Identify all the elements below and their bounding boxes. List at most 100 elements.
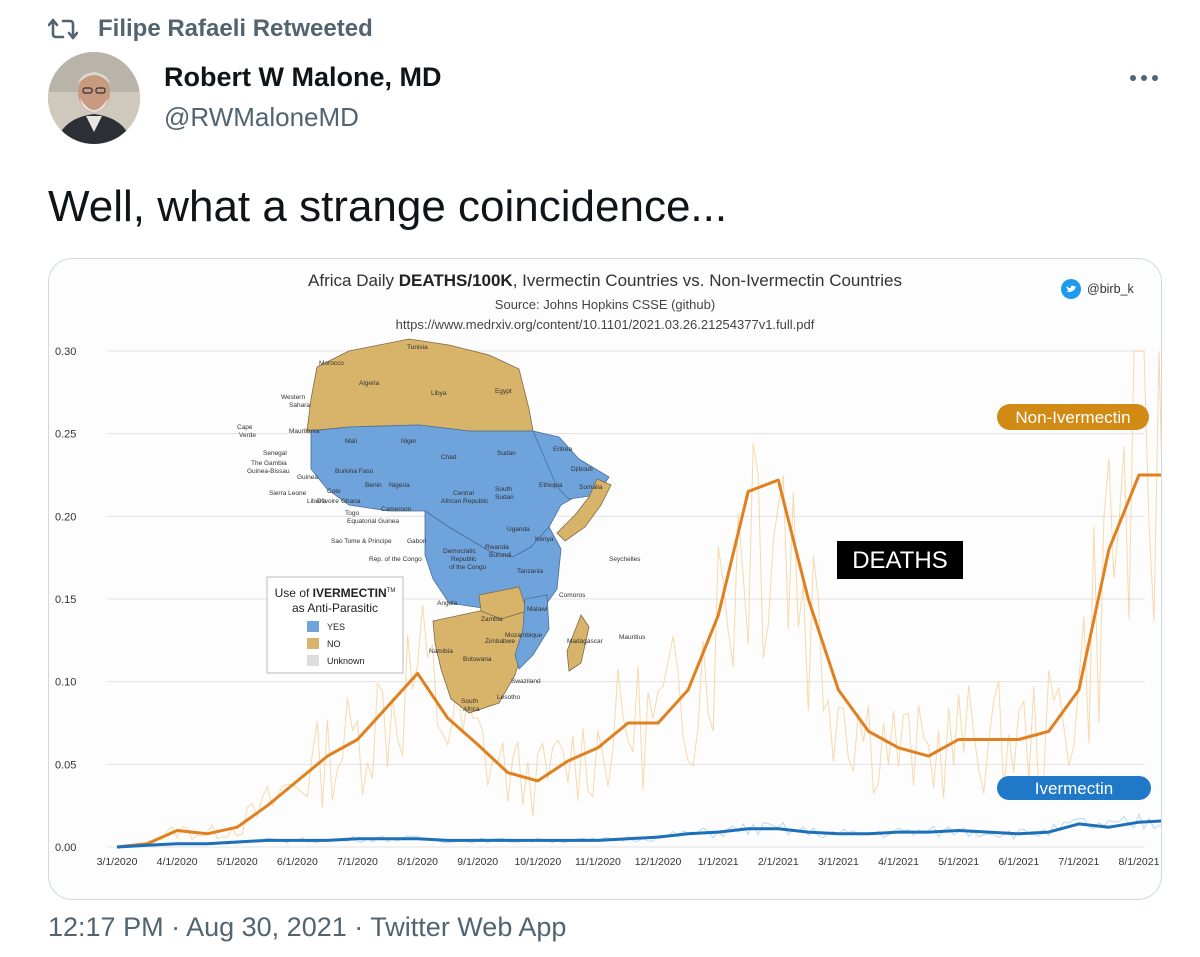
legend-no: NO — [327, 639, 341, 649]
svg-text:Ethiopia: Ethiopia — [539, 482, 563, 489]
svg-text:Burundi: Burundi — [489, 552, 511, 559]
map-legend: Use of IVERMECTINTM as Anti-Parasitic YE… — [266, 576, 404, 674]
svg-text:Zambia: Zambia — [481, 616, 503, 623]
svg-text:Botswana: Botswana — [463, 656, 492, 663]
svg-text:Chad: Chad — [441, 454, 457, 461]
chart-source: Source: Johns Hopkins CSSE (github) — [494, 297, 716, 312]
svg-text:Uganda: Uganda — [507, 526, 530, 533]
svg-text:Republic: Republic — [451, 556, 477, 563]
chart-credit: @birb_k — [1061, 279, 1134, 299]
svg-text:Sierra Leone: Sierra Leone — [269, 490, 307, 497]
svg-text:Africa: Africa — [463, 706, 480, 713]
svg-text:Guinea: Guinea — [297, 474, 318, 481]
svg-text:Verde: Verde — [239, 432, 256, 439]
svg-text:Sudan: Sudan — [495, 494, 514, 501]
svg-text:Algeria: Algeria — [359, 380, 380, 387]
author-name[interactable]: Robert W Malone, MD — [164, 62, 442, 92]
x-tick-label: 10/1/2020 — [514, 856, 561, 868]
y-axis-ticks: 0.30 0.25 0.20 0.15 0.10 0.05 0.00 — [55, 346, 76, 854]
tweet-text: Well, what a strange coincidence... — [48, 182, 728, 231]
svg-text:Nigeria: Nigeria — [389, 482, 410, 489]
tweet-date[interactable]: Aug 30, 2021 — [186, 912, 347, 942]
svg-text:The Gambia: The Gambia — [251, 460, 287, 467]
noise-ivermectin — [116, 812, 1161, 848]
svg-text:Seychelles: Seychelles — [609, 556, 641, 563]
y-tick-label: 0.00 — [55, 842, 76, 854]
x-tick-label: 3/1/2021 — [818, 856, 859, 868]
svg-text:Lesotho: Lesotho — [497, 694, 521, 701]
twitter-bird-icon — [1061, 279, 1081, 299]
noise-non-ivermectin — [116, 350, 1161, 848]
svg-text:Rwanda: Rwanda — [485, 544, 509, 551]
map-mozambique-yes — [514, 594, 550, 670]
series-line-ivermectin — [116, 819, 1161, 849]
svg-text:Gabon: Gabon — [407, 538, 427, 545]
svg-text:African Republic: African Republic — [441, 498, 489, 505]
map-north-no — [306, 338, 534, 432]
more-options-button[interactable] — [1124, 60, 1164, 96]
svg-text:Somalia: Somalia — [579, 484, 603, 491]
svg-text:Senegal: Senegal — [263, 450, 287, 457]
svg-text:Eritrea: Eritrea — [553, 446, 573, 453]
svg-text:Kenya: Kenya — [535, 536, 554, 543]
y-tick-label: 0.10 — [55, 677, 76, 689]
legend-unknown: Unknown — [327, 656, 365, 666]
x-tick-label: 3/1/2020 — [97, 856, 138, 868]
legend-swatch-yes — [307, 621, 319, 632]
credit-text: @birb_k — [1087, 282, 1134, 296]
tweet-media-image[interactable]: Africa Daily DEATHS/100K, Ivermectin Cou… — [48, 258, 1162, 900]
author-handle[interactable]: @RWMaloneMD — [164, 102, 359, 132]
y-tick-label: 0.20 — [55, 511, 76, 523]
map-madagascar-no — [566, 614, 590, 672]
avatar[interactable] — [48, 52, 140, 144]
svg-text:Mauritania: Mauritania — [289, 428, 320, 435]
svg-text:Malawi: Malawi — [527, 606, 547, 613]
x-tick-label: 7/1/2020 — [337, 856, 378, 868]
map-zambia-no — [478, 586, 528, 620]
svg-text:Non-Ivermectin: Non-Ivermectin — [1015, 408, 1130, 427]
svg-text:D'Ivoire: D'Ivoire — [317, 498, 339, 505]
x-tick-label: 6/1/2020 — [277, 856, 318, 868]
tweet-app[interactable]: Twitter Web App — [370, 912, 567, 942]
chart-url: https://www.medrxiv.org/content/10.1101/… — [395, 317, 815, 332]
svg-text:Democratic: Democratic — [443, 548, 477, 555]
x-tick-label: 8/1/2020 — [397, 856, 438, 868]
svg-text:Morocco: Morocco — [319, 360, 344, 367]
series-line-non-ivermectin — [116, 473, 1161, 849]
svg-text:Sahara: Sahara — [289, 402, 310, 409]
svg-text:Ivermectin: Ivermectin — [1035, 779, 1113, 798]
meta-separator-2: · — [354, 912, 364, 942]
svg-text:Comoros: Comoros — [559, 592, 586, 599]
retweet-label[interactable]: Filipe Rafaeli Retweeted — [98, 15, 373, 42]
tweet-time[interactable]: 12:17 PM — [48, 912, 164, 942]
svg-text:South: South — [495, 486, 512, 493]
legend-title-line2: as Anti-Parasitic — [292, 601, 378, 615]
svg-text:Cameroon: Cameroon — [381, 506, 412, 513]
y-tick-label: 0.25 — [55, 429, 76, 441]
svg-text:Western: Western — [281, 394, 305, 401]
y-tick-label: 0.05 — [55, 759, 76, 771]
svg-text:Rep. of the Congo: Rep. of the Congo — [369, 556, 422, 563]
svg-text:Egypt: Egypt — [495, 388, 512, 395]
avatar-photo — [48, 52, 140, 144]
more-dots-icon — [1130, 75, 1158, 81]
label-ivermectin: Ivermectin — [997, 776, 1151, 800]
meta-separator: · — [171, 912, 181, 942]
deaths-annotation: DEATHS — [837, 541, 963, 579]
x-tick-label: 8/1/2021 — [1119, 856, 1160, 868]
svg-text:Namibia: Namibia — [429, 648, 453, 655]
y-tick-label: 0.30 — [55, 346, 76, 358]
svg-text:Togo: Togo — [345, 510, 359, 517]
x-tick-label: 5/1/2021 — [938, 856, 979, 868]
legend-swatch-no — [307, 638, 319, 649]
svg-text:Niger: Niger — [401, 438, 417, 445]
retweet-header: Filipe Rafaeli Retweeted — [48, 12, 373, 46]
retweet-icon — [48, 18, 78, 40]
svg-text:Equatorial Guinea: Equatorial Guinea — [347, 518, 399, 525]
x-tick-label: 4/1/2020 — [157, 856, 198, 868]
svg-text:Central: Central — [453, 490, 475, 497]
svg-text:South: South — [461, 698, 478, 705]
svg-text:Sudan: Sudan — [497, 450, 516, 457]
